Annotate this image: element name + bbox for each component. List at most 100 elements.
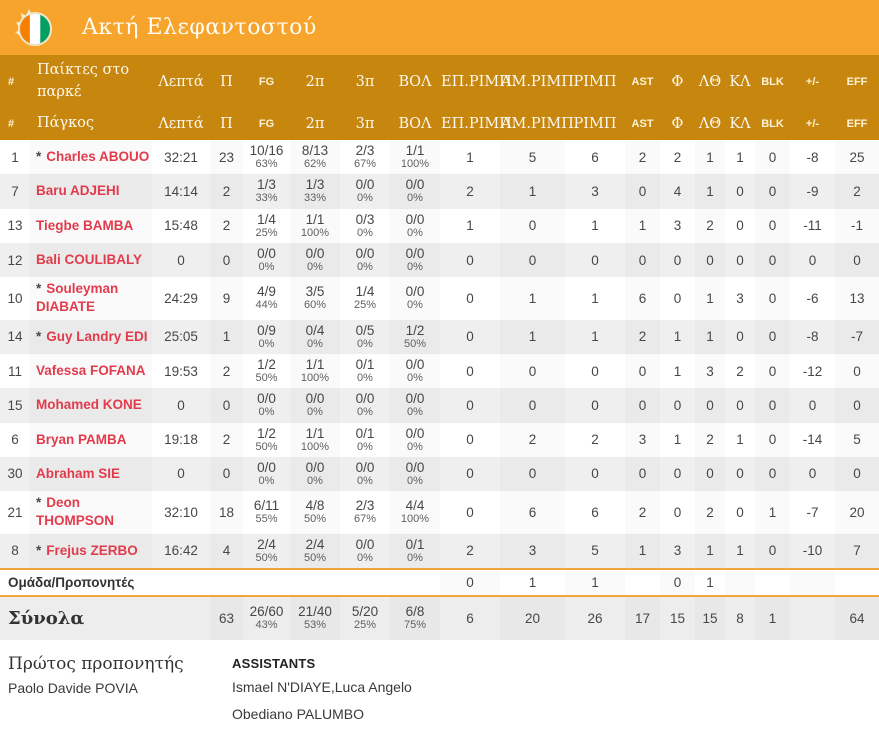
player-name-cell[interactable]: Baru ADJEHI bbox=[30, 174, 152, 208]
player-2p-made: 4/8 bbox=[305, 498, 325, 514]
player-name-link[interactable]: Baru ADJEHI bbox=[36, 183, 120, 199]
player-ast: 6 bbox=[638, 290, 647, 306]
col-header-steals: ΚΛ bbox=[725, 108, 755, 140]
player-name-cell[interactable]: * Guy Landry EDI bbox=[30, 320, 152, 354]
player-name-link[interactable]: Bryan PAMBA bbox=[36, 431, 127, 447]
player-name-cell[interactable]: Mohamed KONE bbox=[30, 388, 152, 422]
player-ast: 0 bbox=[638, 252, 647, 268]
player-points: 2 bbox=[222, 218, 231, 234]
hash-col-header: # bbox=[0, 108, 30, 140]
col-header-min: Λεπτά bbox=[152, 108, 210, 140]
player-ft-pct: 0% bbox=[407, 551, 423, 564]
player-name-link[interactable]: Guy Landry EDI bbox=[46, 328, 148, 344]
player-dreb: 0 bbox=[528, 397, 537, 413]
player-name-cell[interactable]: * Souleyman DIABATE bbox=[30, 277, 152, 319]
player-name-cell[interactable]: Abraham SIE bbox=[30, 457, 152, 491]
player-fouls-drawn: 1 bbox=[706, 183, 714, 199]
totals-dreb: 20 bbox=[524, 610, 541, 626]
player-ft-made: 0/0 bbox=[405, 356, 425, 372]
player-plusminus: -8 bbox=[806, 329, 819, 345]
col-header-fouls: Φ bbox=[660, 55, 695, 108]
player-oreb: 0 bbox=[466, 504, 474, 520]
player-fouls-drawn: 2 bbox=[706, 432, 714, 448]
player-name-cell[interactable]: Tiegbe BAMBA bbox=[30, 209, 152, 243]
player-name-cell[interactable]: Bryan PAMBA bbox=[30, 423, 152, 457]
totals-reb: 26 bbox=[587, 610, 603, 626]
player-2p-made: 2/4 bbox=[305, 536, 325, 552]
col-header-fouls: Φ bbox=[660, 108, 695, 140]
player-name-link[interactable]: Vafessa FOFANA bbox=[36, 362, 146, 378]
player-fouls: 0 bbox=[673, 290, 682, 306]
player-reb: 2 bbox=[591, 432, 599, 448]
player-ft: 1/2 50% bbox=[390, 320, 440, 354]
player-ft-made: 0/0 bbox=[405, 211, 425, 227]
player-name-cell[interactable]: * Charles ABOUO bbox=[30, 140, 152, 174]
col-header-blk: BLK bbox=[755, 55, 790, 108]
team-steals bbox=[725, 569, 755, 596]
player-points: 9 bbox=[222, 290, 231, 306]
player-name-link[interactable]: Frejus ZERBO bbox=[46, 542, 138, 558]
player-name-link[interactable]: Mohamed KONE bbox=[36, 397, 142, 413]
player-row: 8 * Frejus ZERBO 16:42 4 2/4 50% 2/4 50% … bbox=[0, 533, 879, 569]
player-name-link[interactable]: Charles ABOUO bbox=[46, 149, 150, 165]
player-minutes: 25:05 bbox=[164, 329, 198, 345]
totals-2p-made: 21/40 bbox=[298, 604, 332, 620]
player-name-link[interactable]: Abraham SIE bbox=[36, 465, 121, 481]
player-name-cell[interactable]: Bali COULIBALY bbox=[30, 243, 152, 277]
player-reb: 1 bbox=[591, 329, 599, 345]
player-steals: 0 bbox=[736, 504, 744, 520]
player-ast: 0 bbox=[638, 183, 647, 199]
player-fg-pct: 0% bbox=[258, 406, 275, 419]
player-fg-pct: 44% bbox=[255, 299, 278, 312]
player-name-cell[interactable]: * Frejus ZERBO bbox=[30, 534, 152, 569]
player-ft-pct: 100% bbox=[400, 513, 430, 526]
player-ast: 2 bbox=[638, 504, 647, 520]
player-blk: 0 bbox=[768, 432, 777, 448]
player-row: 21 * Deon THOMPSON 32:10 18 6/11 55% 4/8 … bbox=[0, 491, 879, 533]
player-blk: 0 bbox=[768, 397, 777, 413]
player-name-link[interactable]: Deon THOMPSON bbox=[36, 495, 115, 529]
col-header-ast: AST bbox=[625, 55, 660, 108]
col-header-oreb: ΕΠ.ΡΙΜΠ. bbox=[440, 55, 516, 108]
player-2p: 0/0 0% bbox=[290, 457, 340, 491]
player-oreb: 2 bbox=[466, 183, 474, 199]
player-2p-pct: 0% bbox=[307, 337, 323, 350]
player-name-cell[interactable]: Vafessa FOFANA bbox=[30, 354, 152, 388]
player-2p-pct: 50% bbox=[303, 513, 327, 526]
player-fg: 6/11 55% bbox=[243, 491, 290, 533]
player-eff: 5 bbox=[853, 432, 861, 448]
totals-eff: 64 bbox=[849, 610, 865, 626]
player-name-link[interactable]: Tiegbe BAMBA bbox=[36, 217, 134, 233]
player-3p: 0/3 0% bbox=[340, 209, 390, 243]
totals-label: Σύνολα bbox=[8, 607, 85, 629]
player-fg: 1/2 50% bbox=[243, 354, 290, 388]
player-row: 11 Vafessa FOFANA 19:53 2 1/2 50% 1/1 10… bbox=[0, 354, 879, 388]
player-3p: 0/0 0% bbox=[340, 534, 390, 569]
player-name-link[interactable]: Souleyman DIABATE bbox=[36, 281, 119, 315]
col-header-steals: ΚΛ bbox=[725, 55, 755, 108]
player-ft-pct: 0% bbox=[407, 372, 423, 385]
col-header-reb: ΡΙΜΠ bbox=[565, 108, 625, 140]
player-fouls: 1 bbox=[673, 363, 682, 379]
player-ast: 0 bbox=[638, 466, 647, 482]
player-steals: 3 bbox=[736, 290, 744, 306]
player-minutes: 15:48 bbox=[164, 218, 198, 234]
player-row: 13 Tiegbe BAMBA 15:48 2 1/4 25% 1/1 100%… bbox=[0, 209, 879, 243]
col-header-eff: EFF bbox=[835, 55, 879, 108]
player-fouls: 4 bbox=[673, 183, 682, 199]
player-fg: 1/3 33% bbox=[243, 174, 290, 208]
player-fg: 2/4 50% bbox=[243, 534, 290, 569]
player-name-link[interactable]: Bali COULIBALY bbox=[36, 251, 143, 267]
assistants-block: ASSISTANTS Ismael N'DIAYE,Luca Angelo Ob… bbox=[232, 654, 879, 733]
player-reb: 0 bbox=[591, 466, 599, 482]
player-2p: 8/13 62% bbox=[290, 140, 340, 174]
player-minutes: 16:42 bbox=[164, 543, 198, 559]
player-3p-made: 0/0 bbox=[355, 459, 375, 475]
player-ft: 1/1 100% bbox=[390, 140, 440, 174]
player-name-cell[interactable]: * Deon THOMPSON bbox=[30, 491, 152, 533]
player-fg-made: 10/16 bbox=[249, 143, 284, 158]
player-2p-pct: 60% bbox=[303, 299, 327, 312]
player-dreb: 0 bbox=[528, 252, 537, 268]
team-coaches-row: Ομάδα/Προπονητές 0 1 1 0 1 bbox=[0, 568, 879, 596]
player-points: 2 bbox=[222, 432, 231, 448]
